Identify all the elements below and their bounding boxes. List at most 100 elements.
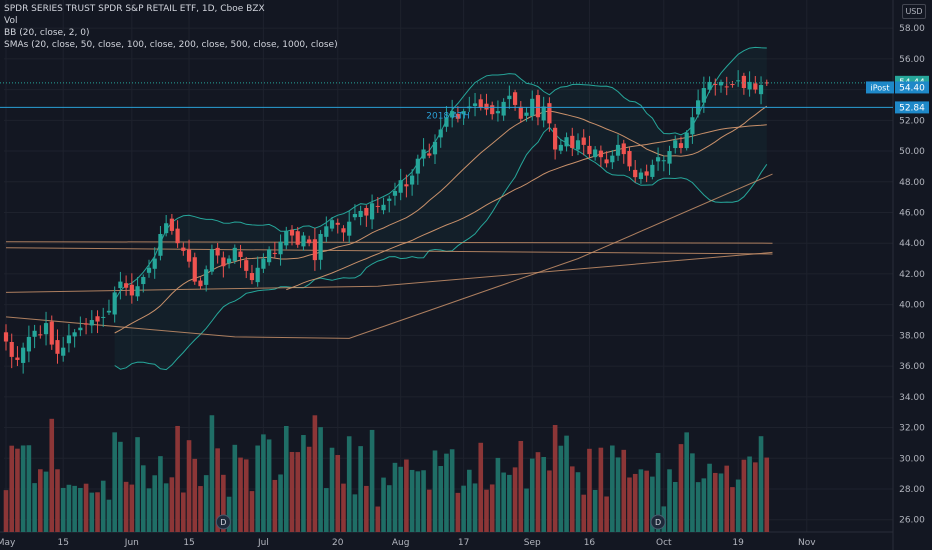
y-tick-label: 48.00 [899, 178, 925, 188]
volume-bar [209, 415, 215, 532]
volume-bar [72, 485, 77, 532]
candle [352, 204, 358, 221]
volume-bar [89, 492, 95, 532]
candle [43, 311, 49, 346]
volume-bar [381, 477, 386, 532]
candle-body [575, 140, 581, 150]
volume-bar [472, 483, 478, 532]
candle-body [541, 106, 546, 121]
candle-body [232, 247, 237, 261]
candle-body [678, 143, 684, 148]
candle-body [83, 323, 89, 325]
candle-body [415, 158, 420, 174]
volume-bar [106, 499, 112, 532]
candle [495, 100, 501, 122]
candle [650, 159, 655, 180]
candle [593, 146, 598, 161]
candle-body [49, 321, 54, 345]
candle [347, 210, 352, 243]
candlesticks [3, 70, 769, 374]
candle-body [581, 137, 586, 145]
volume-bar [26, 445, 32, 532]
candle [490, 101, 495, 120]
candle-body [621, 143, 626, 155]
candle-body [501, 101, 506, 116]
time-axis[interactable]: May 15 Jun 15 Jul 20 Aug 17 Sep 16 Oct 19 Nov [0, 538, 816, 548]
candle-body [21, 347, 26, 363]
symbol-title[interactable]: SPDR SERIES TRUST SPDR S&P RETAIL ETF, 1… [4, 4, 265, 14]
candle [638, 168, 644, 184]
volume-bar [764, 457, 770, 532]
candle-body [570, 135, 575, 148]
candle-body [43, 323, 49, 335]
volume-bar [369, 429, 375, 532]
y-tick-label: 58.00 [899, 24, 925, 34]
candle-body [9, 341, 14, 357]
volume-bar [38, 469, 43, 532]
candle [198, 277, 203, 290]
x-tick-label: 15 [57, 538, 68, 548]
volume-bar [312, 415, 318, 532]
volume-bar [15, 448, 20, 532]
candle [169, 214, 174, 235]
y-tick-label: 50.00 [899, 147, 925, 157]
candle [753, 76, 758, 94]
candle [747, 71, 752, 97]
volume-bar [129, 484, 135, 532]
candle-body [610, 155, 615, 163]
bb-lower [114, 126, 768, 371]
volume-bar [735, 479, 741, 532]
volume-legend[interactable]: Vol [4, 16, 18, 26]
candle-body [398, 180, 403, 193]
candle-body [764, 82, 769, 84]
x-tick-label: Aug [392, 538, 410, 548]
currency-button[interactable]: USD [902, 4, 926, 19]
candle [581, 129, 586, 156]
candle-body [684, 132, 689, 149]
volume-bar [9, 445, 15, 532]
candle-body [347, 221, 352, 236]
candle [272, 242, 277, 258]
candle-body [204, 269, 209, 285]
candle [152, 247, 157, 279]
candle [438, 118, 443, 148]
candle-body [444, 117, 449, 127]
candle-body [650, 164, 655, 177]
candle [598, 145, 603, 168]
candle-body [615, 144, 621, 156]
volume-bar [524, 488, 529, 532]
candle-body [192, 257, 197, 282]
volume-bar [175, 425, 180, 532]
candle-body [673, 140, 678, 149]
volume-bar [455, 492, 461, 532]
overlays: 2018 ATH D D [0, 82, 893, 530]
candle-body [455, 113, 460, 119]
candle [655, 147, 661, 171]
candle [215, 243, 220, 264]
bb-legend[interactable]: BB (20, close, 2, 0) [4, 28, 90, 38]
candle [141, 274, 146, 293]
candle-body [324, 226, 329, 237]
price-axis[interactable]: 26.00 28.00 30.00 32.00 34.00 36.00 38.00 40.00… [866, 24, 929, 526]
sma-legend[interactable]: SMAs (20, close, 50, close, 100, close, … [4, 40, 338, 50]
candle [570, 127, 575, 157]
candle-body [181, 247, 186, 251]
y-tick-label: 38.00 [899, 331, 925, 341]
candle-body [215, 247, 220, 256]
candle-body [352, 214, 358, 218]
candle-body [358, 210, 363, 218]
candle [3, 324, 9, 351]
candle [204, 265, 209, 292]
volume-bar [758, 436, 764, 532]
iposition-tag-label: iPost [871, 83, 890, 92]
candle-body [713, 83, 718, 85]
x-tick-label: 16 [584, 538, 596, 548]
volume-bar [650, 476, 655, 532]
y-tick-label: 40.00 [899, 301, 925, 311]
candle-body [718, 81, 724, 86]
volume-bar [341, 483, 346, 532]
candle [164, 214, 169, 237]
candle [713, 78, 718, 96]
candle [26, 325, 31, 363]
